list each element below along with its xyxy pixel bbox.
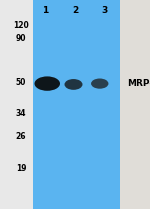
Text: 90: 90 (16, 34, 26, 43)
Text: 3: 3 (102, 6, 108, 15)
Ellipse shape (91, 79, 108, 89)
Text: 2: 2 (72, 6, 78, 15)
Text: MRP-S9: MRP-S9 (127, 79, 150, 88)
Bar (33, 0, 120, 209)
Bar (0, 0, 33, 209)
Ellipse shape (64, 79, 82, 90)
Text: 50: 50 (16, 78, 26, 87)
Text: 1: 1 (42, 6, 48, 15)
Ellipse shape (34, 76, 60, 91)
Text: 19: 19 (16, 164, 26, 173)
Text: 26: 26 (16, 132, 26, 141)
Text: 34: 34 (16, 109, 26, 119)
Bar (120, 0, 150, 209)
Text: 120: 120 (13, 20, 29, 30)
